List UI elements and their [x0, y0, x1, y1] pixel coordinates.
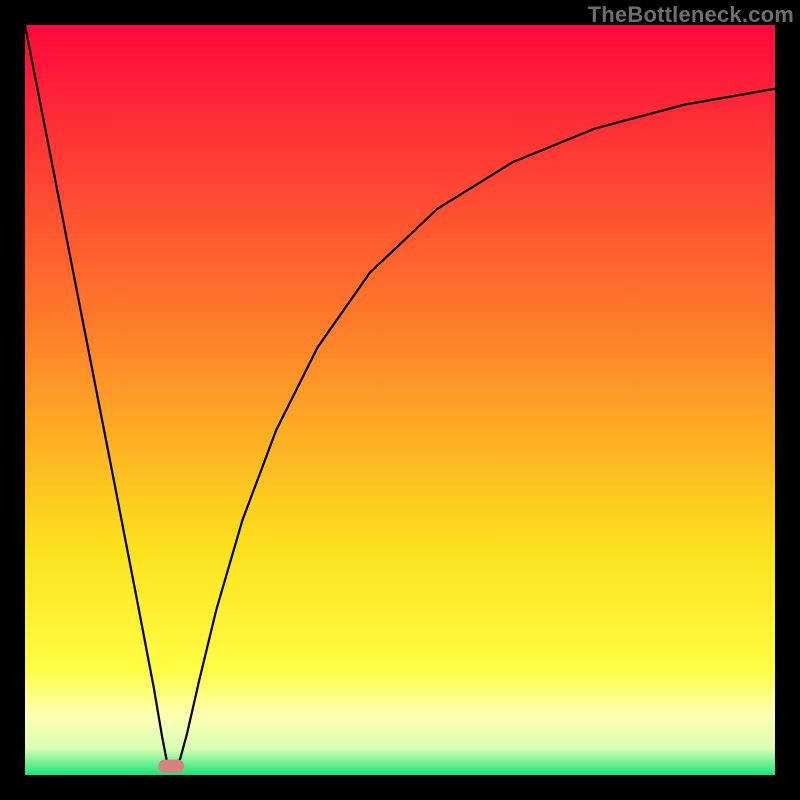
- curve-right-branch: [171, 89, 775, 771]
- curve-left-branch: [25, 25, 171, 771]
- valley-marker: [159, 760, 185, 773]
- plot-area: [25, 25, 775, 775]
- bottleneck-chart: TheBottleneck.com: [0, 0, 800, 800]
- curve-svg: [25, 25, 775, 775]
- watermark-label: TheBottleneck.com: [588, 2, 794, 28]
